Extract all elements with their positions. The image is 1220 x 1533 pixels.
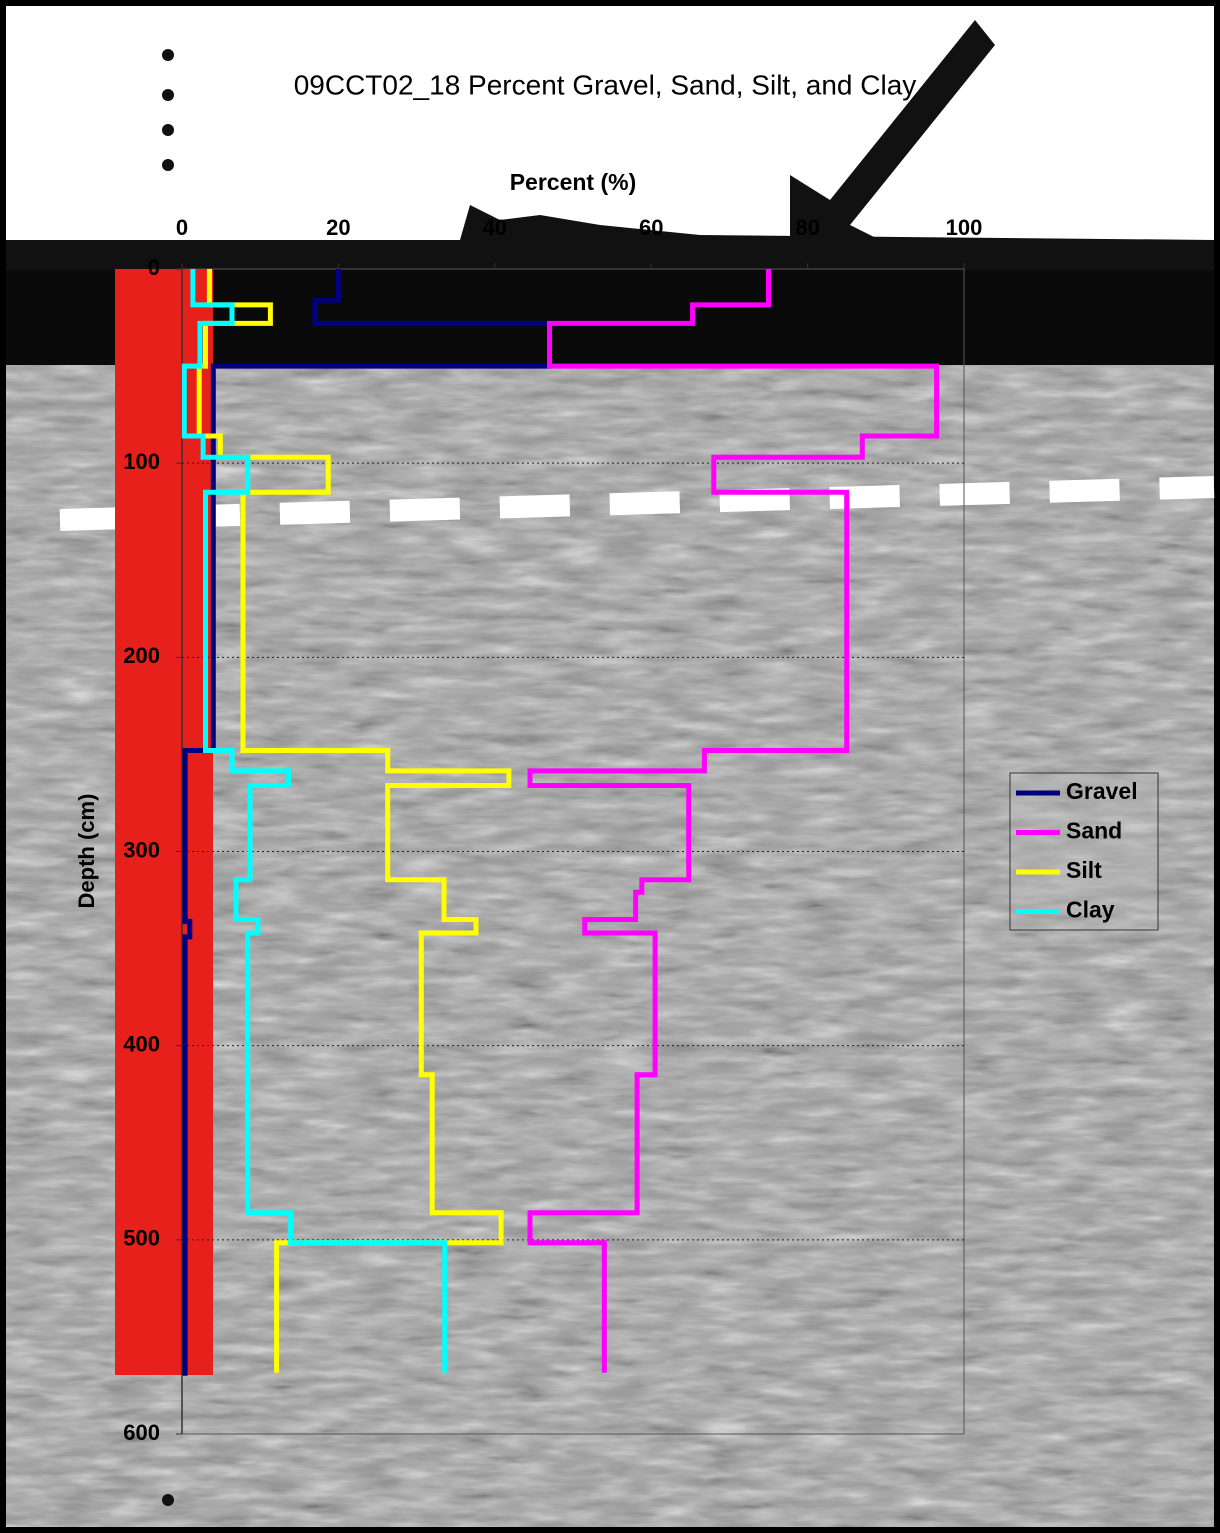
y-tick-label: 0 — [148, 255, 160, 280]
x-tick-label: 80 — [795, 215, 819, 240]
dots — [162, 49, 174, 1506]
legend — [1009, 772, 1159, 931]
legend-label: Gravel — [1066, 778, 1138, 804]
x-axis-label: Percent (%) — [510, 169, 637, 195]
series-line — [181, 269, 448, 1373]
legend-label: Clay — [1066, 897, 1115, 923]
x-tick-label: 60 — [639, 215, 663, 240]
x-tick-label: 0 — [176, 215, 188, 240]
dashed-horizon — [59, 476, 1215, 531]
surface-edge — [6, 205, 1214, 270]
series-line — [196, 269, 512, 1373]
core-bar — [115, 269, 213, 1375]
chart-title: 09CCT02_18 Percent Gravel, Sand, Silt, a… — [294, 69, 917, 100]
series-line — [527, 269, 940, 1373]
x-tick-label: 40 — [483, 215, 507, 240]
y-tick-label: 600 — [123, 1420, 160, 1445]
legend-label: Silt — [1066, 857, 1102, 883]
series-line — [182, 269, 552, 1376]
x-tick-label: 100 — [946, 215, 983, 240]
y-tick-label: 100 — [123, 449, 160, 474]
y-tick-label: 500 — [123, 1226, 160, 1251]
y-axis-label: Depth (cm) — [74, 794, 99, 909]
y-tick-label: 200 — [123, 643, 160, 668]
x-tick-label: 20 — [326, 215, 350, 240]
y-tick-label: 300 — [123, 837, 160, 862]
y-tick-label: 400 — [123, 1031, 160, 1056]
legend-label: Sand — [1066, 818, 1122, 844]
arrow — [790, 20, 995, 270]
